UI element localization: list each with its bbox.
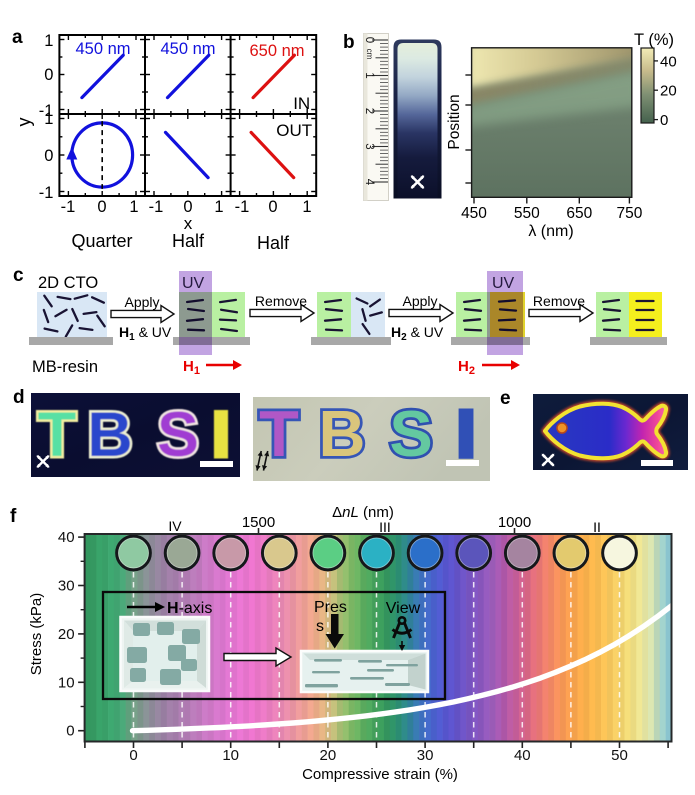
- svg-text:H-axis: H-axis: [167, 600, 212, 617]
- svg-text:1: 1: [302, 198, 311, 216]
- svg-text:0: 0: [363, 37, 375, 43]
- svg-text:0: 0: [97, 198, 106, 216]
- svg-text:S: S: [157, 400, 199, 470]
- svg-text:30: 30: [58, 578, 75, 595]
- svg-text:S: S: [389, 397, 432, 470]
- svg-text:B: B: [87, 400, 133, 470]
- svg-text:2: 2: [363, 108, 375, 114]
- svg-text:3: 3: [363, 143, 375, 149]
- svg-text:a: a: [12, 27, 23, 48]
- svg-text:s: s: [316, 618, 324, 635]
- svg-text:0: 0: [44, 147, 53, 165]
- svg-text:-1: -1: [39, 102, 54, 120]
- svg-text:0: 0: [44, 66, 53, 84]
- svg-text:Compressive strain (%): Compressive strain (%): [302, 766, 458, 783]
- svg-text:450: 450: [461, 205, 487, 222]
- svg-text:40: 40: [660, 53, 677, 70]
- svg-text:MB-resin: MB-resin: [32, 358, 98, 376]
- svg-text:UV: UV: [492, 275, 515, 292]
- svg-text:Remove: Remove: [255, 293, 307, 309]
- svg-text:x: x: [184, 214, 193, 233]
- svg-text:IN: IN: [293, 94, 310, 113]
- svg-text:f: f: [10, 506, 17, 527]
- svg-text:1: 1: [44, 110, 53, 128]
- svg-text:4: 4: [363, 179, 375, 186]
- svg-text:1: 1: [214, 198, 223, 216]
- svg-text:450 nm: 450 nm: [75, 40, 130, 58]
- svg-text:30: 30: [417, 747, 434, 764]
- svg-text:0: 0: [660, 112, 668, 129]
- svg-text:650: 650: [566, 205, 592, 222]
- svg-text:Half: Half: [172, 231, 205, 251]
- svg-text:III: III: [379, 519, 391, 535]
- svg-text:II: II: [593, 519, 601, 535]
- svg-text:Apply: Apply: [402, 293, 437, 309]
- svg-text:450 nm: 450 nm: [160, 40, 215, 58]
- svg-text:10: 10: [58, 674, 75, 691]
- svg-text:1: 1: [129, 198, 138, 216]
- svg-text:Stress (kPa): Stress (kPa): [28, 593, 45, 676]
- svg-text:IV: IV: [168, 518, 182, 534]
- svg-text:UV: UV: [182, 275, 205, 292]
- svg-text:1500: 1500: [242, 514, 275, 531]
- svg-text:0: 0: [129, 747, 137, 764]
- svg-text:Remove: Remove: [533, 293, 585, 309]
- svg-text:10: 10: [222, 747, 239, 764]
- svg-text:ΔnL (nm): ΔnL (nm): [332, 504, 394, 521]
- svg-text:50: 50: [611, 747, 628, 764]
- svg-text:20: 20: [320, 747, 337, 764]
- svg-text:Position: Position: [446, 94, 463, 149]
- svg-text:H1 & UV: H1 & UV: [119, 324, 172, 343]
- svg-text:d: d: [13, 387, 25, 408]
- svg-text:40: 40: [514, 747, 531, 764]
- svg-text:View: View: [386, 600, 421, 617]
- svg-text:e: e: [500, 388, 511, 409]
- svg-text:0: 0: [66, 723, 74, 740]
- svg-text:T: T: [38, 400, 76, 470]
- svg-text:cm: cm: [365, 49, 374, 60]
- svg-text:20: 20: [58, 626, 75, 643]
- svg-text:T: T: [259, 397, 299, 470]
- svg-text:-1: -1: [39, 184, 54, 202]
- svg-text:y: y: [14, 118, 34, 127]
- svg-text:2D CTO: 2D CTO: [38, 274, 98, 292]
- svg-text:b: b: [343, 32, 355, 53]
- svg-text:1000: 1000: [498, 514, 531, 531]
- svg-text:0: 0: [268, 198, 277, 216]
- svg-text:750: 750: [616, 205, 642, 222]
- svg-text:c: c: [13, 265, 24, 286]
- svg-text:550: 550: [514, 205, 540, 222]
- svg-text:-1: -1: [61, 198, 76, 216]
- svg-text:OUT: OUT: [276, 121, 312, 140]
- svg-text:I: I: [457, 397, 475, 470]
- svg-text:0: 0: [183, 198, 192, 216]
- svg-text:650 nm: 650 nm: [249, 42, 304, 60]
- svg-text:Pres: Pres: [314, 599, 347, 616]
- svg-text:40: 40: [58, 529, 75, 546]
- svg-text:Half: Half: [257, 233, 290, 253]
- svg-text:T (%): T (%): [634, 31, 674, 49]
- svg-text:Apply: Apply: [124, 294, 159, 310]
- svg-text:I: I: [212, 400, 230, 470]
- svg-text:1: 1: [363, 72, 375, 78]
- svg-text:1: 1: [44, 32, 53, 50]
- svg-text:B: B: [319, 397, 366, 470]
- svg-text:H2 & UV: H2 & UV: [391, 324, 444, 343]
- svg-text:-1: -1: [149, 198, 164, 216]
- svg-text:20: 20: [660, 83, 677, 100]
- svg-text:-1: -1: [235, 198, 250, 216]
- svg-text:λ (nm): λ (nm): [528, 223, 573, 240]
- svg-text:Quarter: Quarter: [71, 231, 132, 251]
